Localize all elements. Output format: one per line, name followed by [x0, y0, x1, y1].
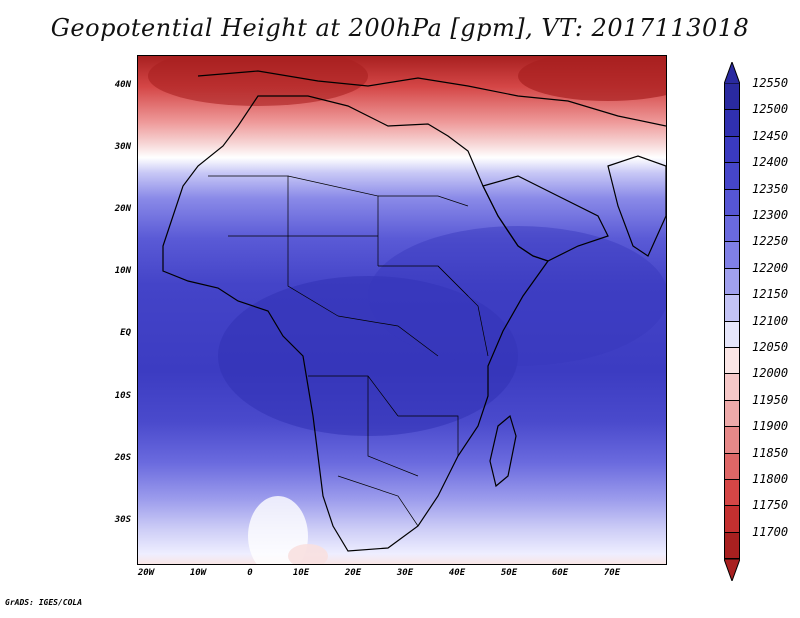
colorbar-segment [724, 136, 740, 164]
lon-label-0: 0 [247, 568, 253, 578]
colorbar-label: 12550 [752, 76, 789, 90]
colorbar-label: 11750 [752, 498, 789, 513]
colorbar-segment [724, 480, 740, 507]
colorbar-label: 12400 [752, 155, 789, 170]
colorbar-bottom-arrow [724, 559, 740, 582]
colorbar-segment [724, 374, 740, 401]
colorbar-segment [724, 532, 740, 560]
colorbar-label: 12000 [752, 366, 789, 381]
lon-label-50e: 50E [500, 568, 518, 578]
colorbar-segment [724, 348, 740, 375]
colorbar-segment [724, 295, 740, 322]
colorbar-label: 12350 [752, 181, 789, 196]
colorbar-label: 12200 [752, 260, 789, 275]
lon-label-30e: 30E [396, 568, 414, 578]
lon-label-20w: 20W [137, 568, 155, 578]
lon-label-60e: 60E [551, 568, 569, 578]
colorbar-label: 12450 [752, 128, 789, 143]
lon-label-10w: 10W [189, 568, 207, 578]
colorbar-segment [724, 400, 740, 428]
lat-label-40n: 40N [114, 80, 131, 90]
colorbar-segment [724, 163, 740, 190]
colorbar-top-arrow [724, 62, 740, 84]
map-area [137, 55, 667, 565]
grads-credit: GrADS: IGES/COLA [5, 598, 83, 607]
lon-label-40e: 40E [448, 568, 466, 578]
lat-label-10n: 10N [114, 266, 131, 276]
colorbar-label: 12300 [752, 208, 789, 222]
colorbar-segment [724, 427, 740, 454]
lat-label-20s: 20S [114, 453, 131, 463]
colorbar-segment [724, 84, 740, 111]
geopotential-field [138, 56, 666, 564]
lon-label-10e: 10E [292, 568, 310, 578]
colorbar-label: 12250 [752, 234, 789, 249]
colorbar-segment [724, 268, 740, 296]
colorbar-segment [724, 242, 740, 269]
colorbar-label: 11900 [752, 419, 789, 434]
colorbar-label: 11850 [752, 445, 789, 460]
lat-label-20n: 20N [114, 204, 131, 214]
lon-label-20e: 20E [344, 568, 362, 578]
lon-label-70e: 70E [603, 568, 621, 578]
lat-label-10s: 10S [114, 391, 131, 401]
lat-label-eq: EQ [120, 328, 131, 338]
colorbar-label: 12100 [752, 313, 789, 328]
colorbar-segment [724, 506, 740, 533]
map-title: Geopotential Height at 200hPa [gpm], VT:… [50, 14, 750, 42]
colorbar-label: 12050 [752, 340, 789, 354]
colorbar-label: 11950 [752, 392, 789, 407]
lat-label-30n: 30N [114, 142, 131, 152]
colorbar-segment [724, 189, 740, 216]
colorbar-label: 11800 [752, 472, 789, 486]
colorbar-segment [724, 216, 740, 243]
colorbar-label: 12500 [752, 102, 789, 117]
lat-label-30s: 30S [114, 515, 131, 525]
colorbar-segment [724, 110, 740, 137]
colorbar-label: 12150 [752, 287, 789, 302]
colorbar-label: 11700 [752, 524, 789, 539]
colorbar-segment [724, 321, 740, 348]
colorbar-segment [724, 453, 740, 480]
